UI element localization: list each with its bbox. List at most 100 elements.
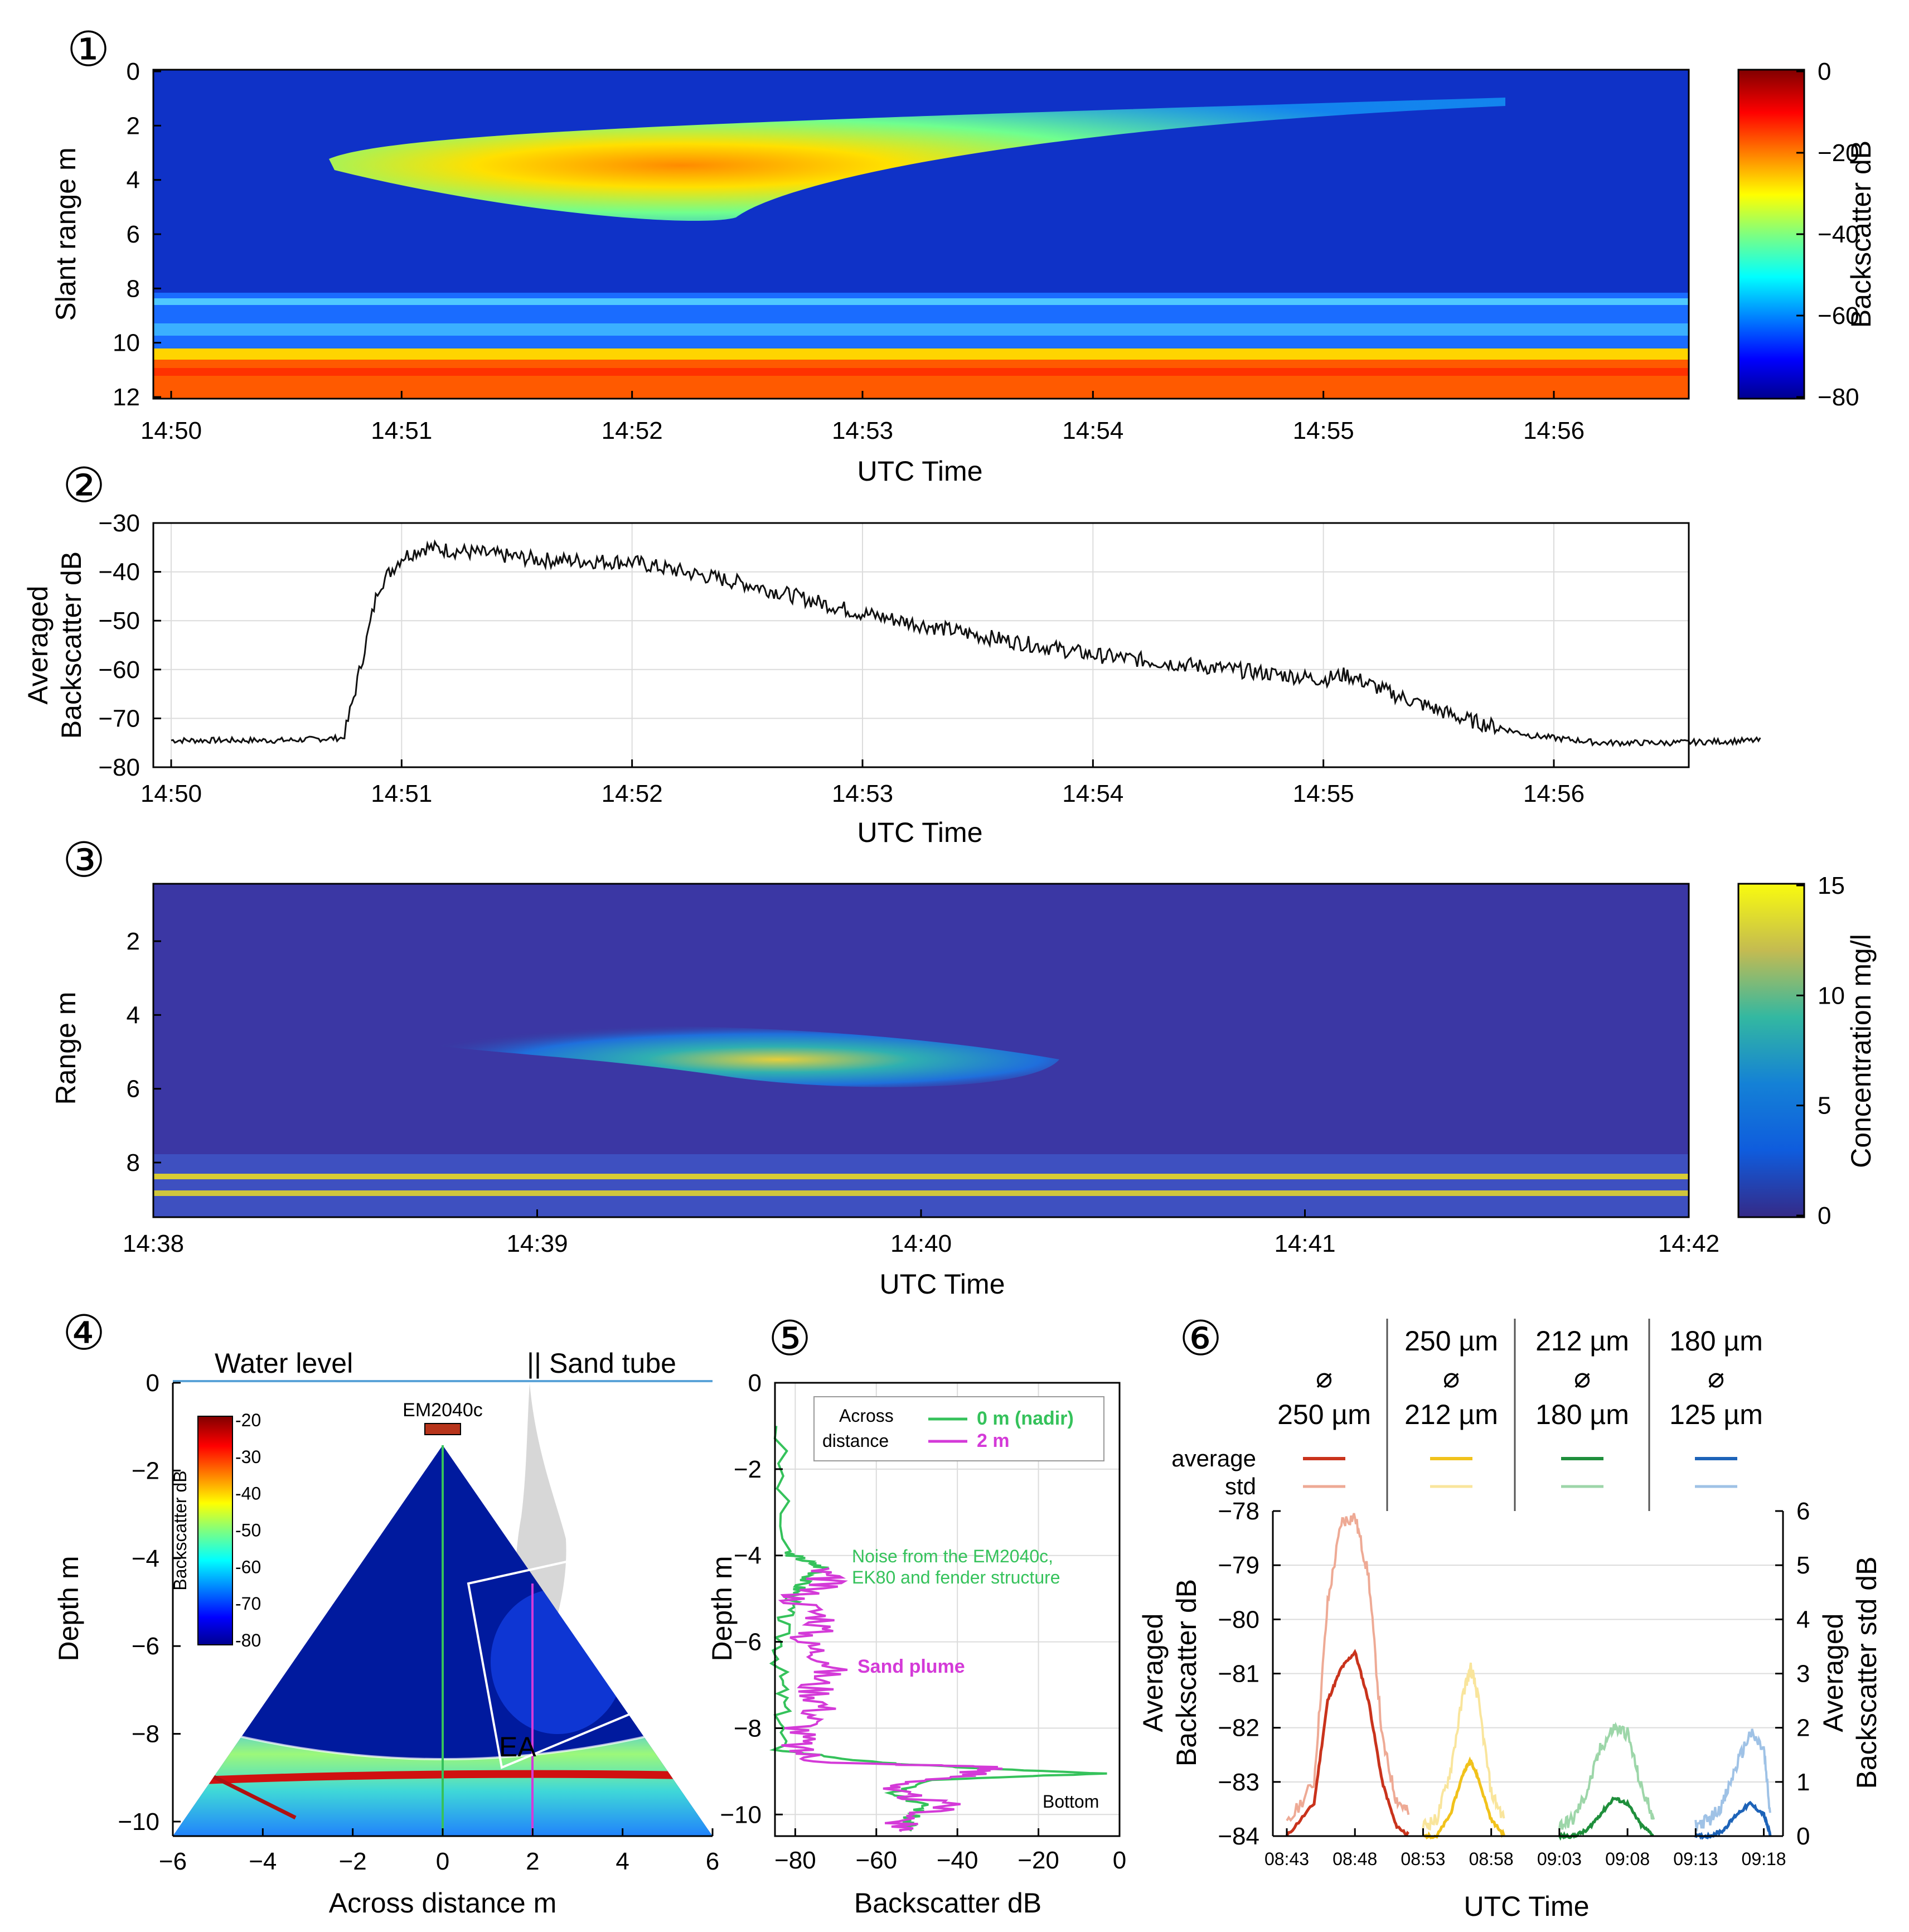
panel-4-em2040c-box xyxy=(424,1423,461,1435)
panel-1-xtick-label-2: 14:52 xyxy=(602,417,663,444)
panel-4-cbtick-label-4: -60 xyxy=(235,1557,261,1577)
panel-1-ylabel: Slant range m xyxy=(50,147,81,321)
panel-4-cbtick-label-6: -80 xyxy=(235,1630,261,1650)
panel-1-plume xyxy=(329,98,1505,221)
panel-3-ylabel: Range m xyxy=(50,992,81,1105)
panel-4-cbtick-label-0: -20 xyxy=(235,1410,261,1430)
panel-3-xtick-label-3: 14:41 xyxy=(1274,1230,1335,1257)
panel-3-cbtick-label-3: 0 xyxy=(1818,1202,1831,1229)
panel-2-label: ② xyxy=(62,459,105,512)
panel-6-ytick-label-4: −82 xyxy=(1218,1715,1259,1742)
panel-6-series-212-180-std xyxy=(1558,1722,1655,1830)
panel-6-xtick-label-6: 09:13 xyxy=(1673,1849,1718,1869)
panel-4-ytick-label-1: −2 xyxy=(132,1457,159,1484)
panel-6: ⑥ ⌀ 250 µm 250 µm ⌀ 212 µm 212 µm ⌀ 180 µm 180 µ… xyxy=(1137,1312,1882,1922)
panel-6-y2tick-label-0: 6 xyxy=(1796,1498,1810,1525)
panel-6-size-lower-1: 212 µm xyxy=(1404,1399,1498,1430)
panel-2-xtick-label-5: 14:55 xyxy=(1293,780,1354,807)
panel-5-xtick-label-4: 0 xyxy=(1113,1847,1126,1874)
panel-4-xlabel: Across distance m xyxy=(329,1887,556,1919)
panel-6-y2tick-label-2: 4 xyxy=(1796,1606,1810,1633)
panel-6-size-lower-3: 125 µm xyxy=(1669,1399,1763,1430)
panel-3-colorbar-label: Concentration mg/l xyxy=(1845,934,1877,1168)
panel-1-bottom-stripe xyxy=(153,368,1689,376)
panel-5: ⑤ 0 −2 −4 −6 −8 −10 −80 −60 −40 −20 0 Across dist… xyxy=(706,1312,1126,1919)
panel-6-y2tick-label-4: 2 xyxy=(1796,1715,1810,1742)
panel-2-frame xyxy=(152,522,1690,768)
panel-6-ytick-label-6: −84 xyxy=(1218,1823,1259,1850)
panel-1-xtick-label-5: 14:55 xyxy=(1293,417,1354,444)
panel-1-ytick-label-1: 2 xyxy=(127,112,140,139)
panel-1-xtick-label-6: 14:56 xyxy=(1523,417,1585,444)
panel-6-series-250-212-average xyxy=(1422,1756,1505,1839)
panel-6-xtick-label-4: 09:03 xyxy=(1537,1849,1582,1869)
panel-4-em2040c-label: EM2040c xyxy=(403,1400,483,1421)
panel-6-y2-axis: 6 5 4 3 2 1 0 xyxy=(1775,1498,1810,1850)
panel-6-ylabel-line2: Backscatter dB xyxy=(1171,1579,1202,1766)
panel-1-xtick-label-0: 14:50 xyxy=(140,417,202,444)
panel-3-bottom-stripe1 xyxy=(153,1174,1689,1179)
panel-6-size-headers: ⌀ 250 µm 250 µm ⌀ 212 µm 212 µm ⌀ 180 µm 180 µm ⌀… xyxy=(1277,1325,1763,1430)
panel-5-ytick-label-3: −6 xyxy=(734,1629,762,1656)
panel-3-bottom-band xyxy=(153,1154,1689,1217)
panel-5-xtick-label-1: −60 xyxy=(855,1847,897,1874)
panel-6-size-upper-3: 180 µm xyxy=(1669,1325,1763,1357)
panel-4-cbtick-label-3: -50 xyxy=(235,1521,261,1541)
panel-4-xtick-label-1: −4 xyxy=(249,1848,277,1875)
panel-4-water-level-label: Water level xyxy=(215,1348,353,1379)
panel-6-series-212-180-average xyxy=(1558,1797,1654,1841)
panel-6-ytick-label-2: −80 xyxy=(1218,1606,1259,1633)
panel-2-ytick-label-5: −80 xyxy=(98,754,140,781)
panel-5-xtick-label-0: −80 xyxy=(774,1847,816,1874)
panel-2-xtick-label-6: 14:56 xyxy=(1523,780,1585,807)
panel-4-y-axis: 0 −2 −4 −6 −8 −10 xyxy=(118,1369,181,1836)
panel-6-y2tick-label-6: 0 xyxy=(1796,1823,1810,1850)
panel-5-series-nadir xyxy=(769,1426,1107,1832)
panel-4-cbtick-label-2: -40 xyxy=(235,1484,261,1504)
panel-6-ytick-label-0: −78 xyxy=(1218,1498,1259,1525)
panel-1-band-line2 xyxy=(153,323,1689,336)
panel-1-bottom-red xyxy=(153,360,1689,399)
panel-6-size-symbol-1: ⌀ xyxy=(1443,1362,1460,1393)
panel-4-xtick-label-0: −6 xyxy=(159,1848,187,1875)
panel-5-x-axis: −80 −60 −40 −20 0 xyxy=(774,1828,1126,1874)
panel-3-colorbar-ticks: 15 10 5 0 xyxy=(1796,872,1845,1229)
panel-2-ylabel-line1: Averaged xyxy=(22,585,54,704)
panel-6-y2label-line2: Backscatter std dB xyxy=(1851,1557,1882,1789)
panel-4-xtick-label-5: 4 xyxy=(616,1848,629,1875)
panel-5-xtick-label-2: −40 xyxy=(937,1847,978,1874)
panel-3-colorbar xyxy=(1737,883,1805,1218)
panel-1-xtick-label-4: 14:54 xyxy=(1062,417,1123,444)
panel-4-xtick-label-6: 6 xyxy=(706,1848,719,1875)
panel-3-x-axis: 14:38 14:39 14:40 14:41 14:42 xyxy=(123,1209,1719,1257)
panel-6-legend-swatches xyxy=(1303,1457,1737,1488)
panel-6-size-symbol-2: ⌀ xyxy=(1574,1362,1591,1393)
panel-5-frame xyxy=(774,1382,1121,1837)
panel-4: ④ Water level || Sand tube EM2040c EA -2… xyxy=(53,1306,719,1919)
panel-3-label: ③ xyxy=(62,834,105,887)
panel-4-echo-streak xyxy=(211,1774,297,1820)
panel-3-y-axis: 2 4 6 8 xyxy=(127,928,161,1176)
panel-6-y2tick-label-3: 3 xyxy=(1796,1660,1810,1688)
panel-6-series-250-212-std xyxy=(1422,1662,1505,1831)
panel-5-xlabel: Backscatter dB xyxy=(854,1887,1041,1919)
panel-1-ytick-label-0: 0 xyxy=(127,58,140,85)
panel-5-legend xyxy=(813,1396,1104,1461)
panel-5-ylabel: Depth m xyxy=(706,1556,738,1662)
panel-4-sand-tube-label: Sand tube xyxy=(549,1348,676,1379)
panel-6-size-lower-0: 250 µm xyxy=(1277,1399,1371,1430)
panel-6-ytick-label-3: −81 xyxy=(1218,1660,1259,1688)
panel-1-ytick-label-6: 12 xyxy=(113,384,140,411)
panel-2-ytick-label-2: −50 xyxy=(98,607,140,635)
panel-3-ytick-label-1: 4 xyxy=(127,1001,140,1029)
panel-1-cbtick-label-4: −80 xyxy=(1818,384,1859,411)
panel-4-xtick-label-2: −2 xyxy=(339,1848,367,1875)
panel-1-label: ① xyxy=(67,23,110,76)
panel-1-ytick-label-3: 6 xyxy=(127,221,140,248)
panel-1-xlabel: UTC Time xyxy=(857,456,983,487)
panel-4-label: ④ xyxy=(62,1306,105,1360)
panel-6-y2label-line1: Averaged xyxy=(1818,1613,1849,1732)
panel-5-noise-annotation-1: Noise from the EM2040c, xyxy=(852,1546,1053,1566)
panel-5-bottom-annotation: Bottom xyxy=(1043,1791,1099,1812)
panel-4-colorbar-ticks: -20 -30 -40 -50 -60 -70 -80 xyxy=(235,1410,261,1650)
